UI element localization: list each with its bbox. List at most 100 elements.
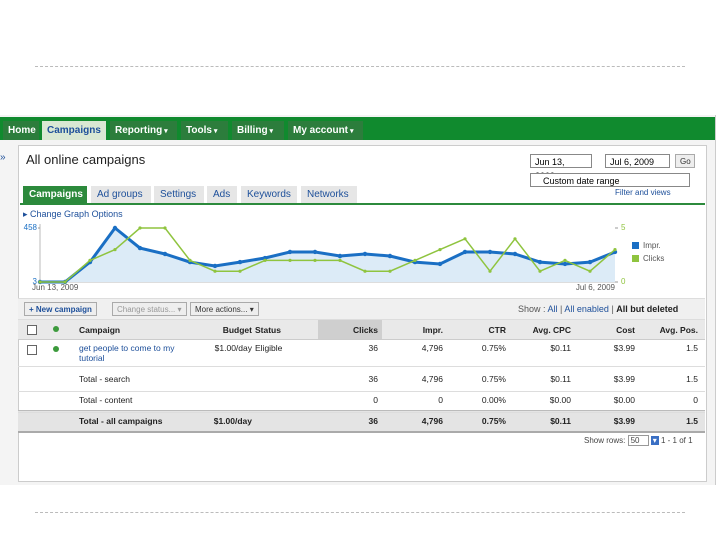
table-cell: $0.00	[549, 395, 571, 405]
point	[213, 269, 217, 273]
tab-underline	[20, 203, 705, 205]
nav-tab[interactable]: Reporting ▾	[110, 121, 177, 140]
table-cell: 1.5	[686, 416, 698, 426]
table-cell: 4,796	[421, 374, 443, 384]
table-cell: $3.99	[613, 374, 635, 384]
filter-views[interactable]: Filter and views	[615, 188, 671, 197]
point	[537, 259, 543, 265]
filter-link[interactable]: All enabled	[564, 304, 609, 314]
table-cell: $0.00	[613, 395, 635, 405]
content-tab[interactable]: Networks	[301, 186, 357, 203]
point	[562, 261, 568, 267]
expand-icon[interactable]: »	[0, 152, 6, 163]
table-cell: 0	[693, 395, 698, 405]
point	[487, 249, 493, 255]
divider	[35, 512, 685, 513]
column-header[interactable]: Cost	[616, 325, 635, 335]
point	[88, 258, 92, 262]
point	[613, 248, 617, 252]
point	[212, 263, 218, 269]
point	[363, 269, 367, 273]
content-tab[interactable]: Settings	[154, 186, 204, 203]
table-cell: 1.5	[686, 343, 698, 353]
more-actions-button[interactable]: More actions... ▾	[190, 302, 259, 316]
line	[40, 225, 616, 284]
point	[113, 248, 117, 252]
table-cell: 36	[368, 416, 378, 426]
table-cell: 0.75%	[481, 416, 506, 426]
graph-options-text[interactable]: Change Graph Options	[30, 209, 123, 219]
table-cell: 36	[368, 374, 378, 384]
nav-tab[interactable]: Billing ▾	[232, 121, 284, 140]
table-cell[interactable]: get people to come to my tutorial	[79, 343, 175, 363]
new-campaign-text[interactable]: New campaign	[35, 305, 92, 314]
divider	[35, 66, 685, 67]
line	[40, 227, 616, 283]
y2-tick-label: 5	[621, 223, 626, 232]
x-label: Jul 6, 2009	[576, 283, 616, 292]
go-button[interactable]: Go	[675, 154, 695, 168]
column-header[interactable]: CTR	[488, 325, 506, 335]
point	[262, 255, 268, 261]
page-title: All online campaigns	[26, 152, 146, 167]
row-divider	[18, 412, 705, 413]
rows-select[interactable]: 50	[627, 435, 649, 446]
date-range-select[interactable]: Custom date range	[530, 173, 690, 187]
point	[488, 269, 492, 273]
column-header[interactable]: Campaign	[79, 325, 121, 335]
point	[538, 269, 542, 273]
page-range: 1 - 1 of 1	[660, 436, 693, 445]
rows-select-arrow[interactable]: ▾	[650, 436, 659, 445]
sorted-column	[318, 320, 382, 339]
change-status-button[interactable]: Change status... ▾	[112, 302, 187, 316]
nav-tab[interactable]: Tools ▾	[181, 121, 228, 140]
filter-link[interactable]: All but deleted	[616, 304, 679, 314]
row-checkbox[interactable]	[27, 345, 37, 355]
point	[163, 226, 167, 230]
content-tab[interactable]: Ads	[207, 186, 237, 203]
row-divider	[18, 366, 705, 367]
point	[338, 258, 342, 262]
table-cell: $0.11	[550, 343, 571, 353]
point	[563, 258, 567, 262]
end-date[interactable]: Jul 6, 2009	[605, 154, 670, 168]
nav-tab[interactable]: My account ▾	[288, 121, 363, 140]
more-actions-text[interactable]: More actions...	[195, 305, 248, 314]
point	[188, 258, 192, 262]
graph-options[interactable]: ▸ Change Graph Options	[23, 209, 123, 219]
point	[462, 249, 468, 255]
column-header[interactable]: Status	[255, 325, 281, 335]
point	[413, 258, 417, 262]
content-tab[interactable]: Campaigns	[23, 186, 87, 203]
table-cell: 4,796	[421, 343, 443, 353]
point	[312, 249, 318, 255]
point	[263, 258, 267, 262]
column-header[interactable]: Clicks	[352, 325, 378, 335]
new-campaign-button[interactable]: + New campaign	[24, 302, 97, 316]
column-header[interactable]: Avg. Pos.	[659, 325, 698, 335]
change-status-text[interactable]: Change status...	[117, 305, 176, 314]
column-header[interactable]: Budget	[222, 325, 252, 335]
point	[463, 237, 467, 241]
point	[437, 261, 443, 267]
legend-swatch	[632, 242, 639, 249]
content-tab[interactable]: Keywords	[241, 186, 297, 203]
table-cell: $3.99	[613, 343, 635, 353]
content-tab[interactable]: Ad groups	[91, 186, 151, 203]
nav-tab[interactable]: Home	[3, 121, 39, 140]
table-cell: Total - all campaigns	[79, 416, 163, 426]
point	[238, 269, 242, 273]
filter-link[interactable]: All	[547, 304, 558, 314]
table-cell: 1.5	[686, 374, 698, 384]
point	[63, 280, 67, 284]
table-cell: 0.75%	[481, 343, 506, 353]
pagination: Show rows: 50 ▾ 1 - 1 of 1	[584, 435, 693, 446]
point	[138, 226, 142, 230]
column-header[interactable]: Impr.	[422, 325, 443, 335]
nav-tab[interactable]: Campaigns	[42, 121, 106, 140]
legend-label: Impr.	[643, 241, 661, 250]
column-header[interactable]: Avg. CPC	[532, 325, 571, 335]
row-divider	[18, 391, 705, 392]
graph: 3 458 0 5 Jun 13, 2009 Jul 6, 2009 Impr. Clicks	[24, 223, 665, 292]
status-dot	[53, 326, 59, 332]
